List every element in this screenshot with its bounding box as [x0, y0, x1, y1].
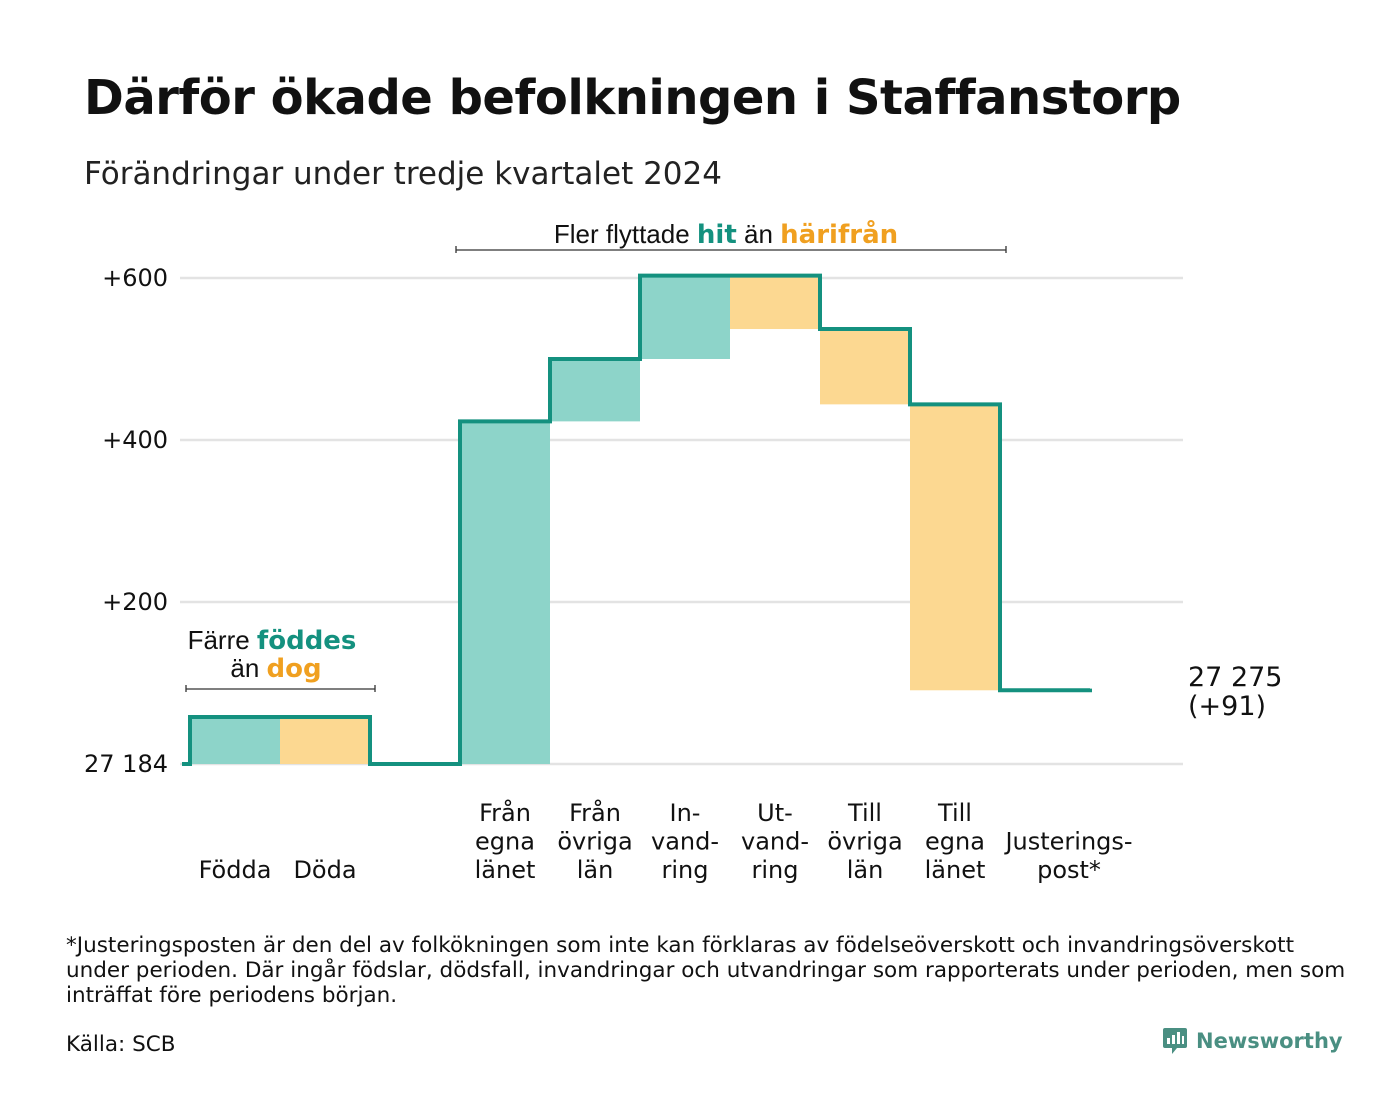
category-label: Från: [569, 798, 621, 827]
step-line: [182, 273, 1092, 766]
chart-subtitle: Förändringar under tredje kvartalet 2024: [84, 156, 722, 192]
category-label: ring: [752, 856, 799, 884]
category-label: länet: [475, 856, 536, 884]
category-label: övriga: [557, 828, 632, 856]
category-label: ring: [662, 856, 709, 884]
bar-invandring: [640, 275, 730, 359]
category-label: vand-: [651, 828, 719, 856]
category-label: Till: [847, 799, 882, 827]
footnote: *Justeringsposten är den del av folkökni…: [66, 933, 1346, 1008]
brand-logo: Newsworthy: [1162, 1026, 1343, 1056]
category-label: Döda: [293, 856, 356, 884]
annotation-births-line1: Färre föddes: [188, 625, 357, 656]
category-label: In-: [670, 799, 701, 827]
annotation-births-line2: än dog: [230, 653, 321, 684]
bars: [190, 275, 1000, 764]
end-value-label: 27 275: [1188, 662, 1282, 693]
chart-title: Därför ökade befolkningen i Staffanstorp: [84, 70, 1181, 126]
category-label: post*: [1037, 856, 1101, 884]
category-label: Till: [937, 799, 972, 827]
step-line-path: [182, 273, 1092, 766]
bar-födda: [190, 717, 280, 764]
brand-name: Newsworthy: [1196, 1029, 1343, 1053]
bar-frånövrigalän: [550, 359, 640, 422]
bar-döda: [280, 717, 370, 764]
category-label: länet: [925, 856, 986, 884]
source-label: Källa: SCB: [66, 1032, 176, 1057]
bar-utvandring: [730, 275, 820, 330]
newsworthy-logo-icon: [1163, 1028, 1187, 1054]
annotation-moves: Fler flyttade hit än härifrån: [554, 218, 898, 250]
bar-tillövrigalän: [820, 329, 910, 405]
end-change-label: (+91): [1188, 691, 1266, 722]
category-label: egna: [925, 828, 985, 856]
bar-frånegnalänet: [460, 421, 550, 764]
category-label: vand-: [741, 828, 809, 856]
annotation-moves-bracket: [455, 246, 1007, 253]
category-label: län: [847, 856, 884, 884]
category-label: län: [577, 856, 614, 884]
y-tick-label: 27 184: [84, 750, 168, 778]
category-label: Justerings-: [1003, 828, 1132, 856]
y-tick-label: +400: [102, 426, 168, 454]
category-label: Från: [479, 798, 531, 827]
y-tick-label: +200: [102, 588, 168, 616]
category-label: egna: [475, 828, 535, 856]
category-label: Födda: [199, 856, 272, 884]
bar-tillegnalänet: [910, 404, 1000, 691]
y-tick-label: +600: [102, 264, 168, 292]
category-label: Ut-: [757, 799, 793, 827]
annotation-births-bracket: [185, 685, 376, 692]
category-label: övriga: [827, 828, 902, 856]
